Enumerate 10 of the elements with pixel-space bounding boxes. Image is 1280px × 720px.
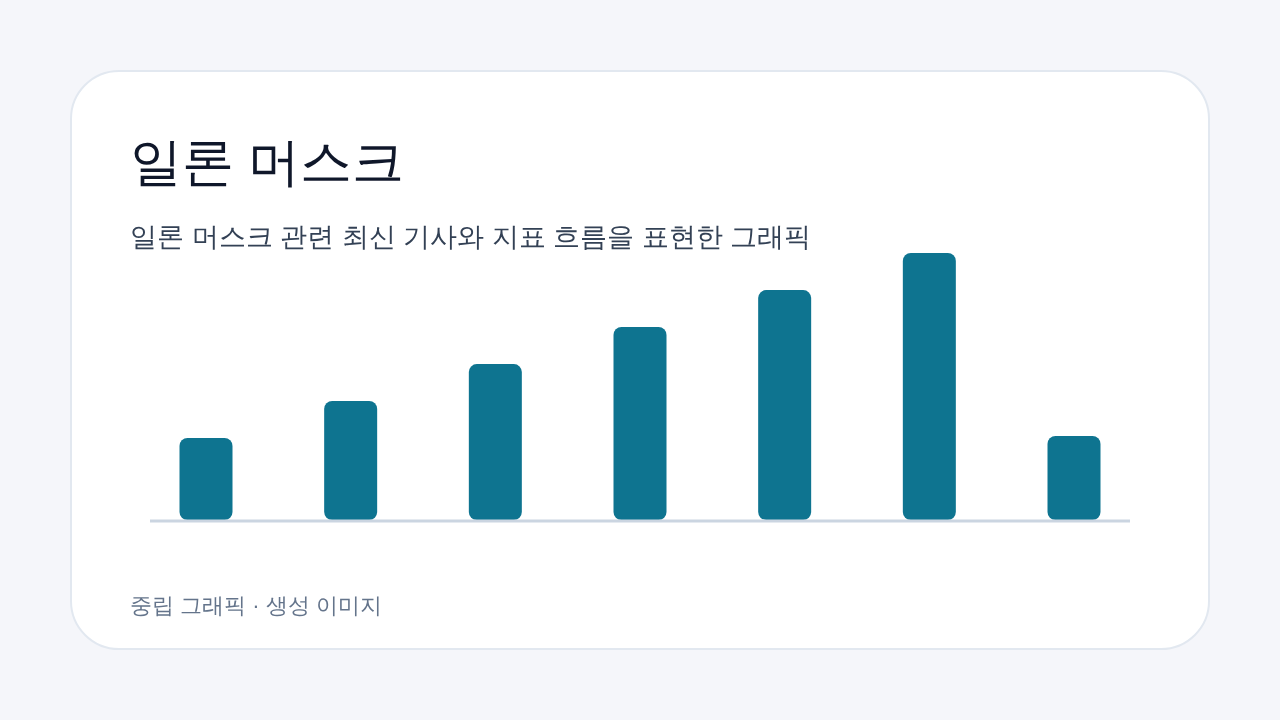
bar	[758, 290, 812, 520]
bar	[902, 253, 956, 520]
bar	[179, 438, 233, 520]
bar	[1047, 435, 1101, 520]
bar	[468, 364, 522, 520]
chart-title: 일론 머스크	[130, 133, 405, 191]
text: 중립 그래픽 · 생성 이미지	[130, 593, 382, 618]
bar	[613, 326, 667, 520]
chart-subtitle: 일론 머스크 관련 최신 기사와 지표 흐름을 표현한 그래픽	[130, 222, 812, 252]
bar	[324, 400, 378, 520]
